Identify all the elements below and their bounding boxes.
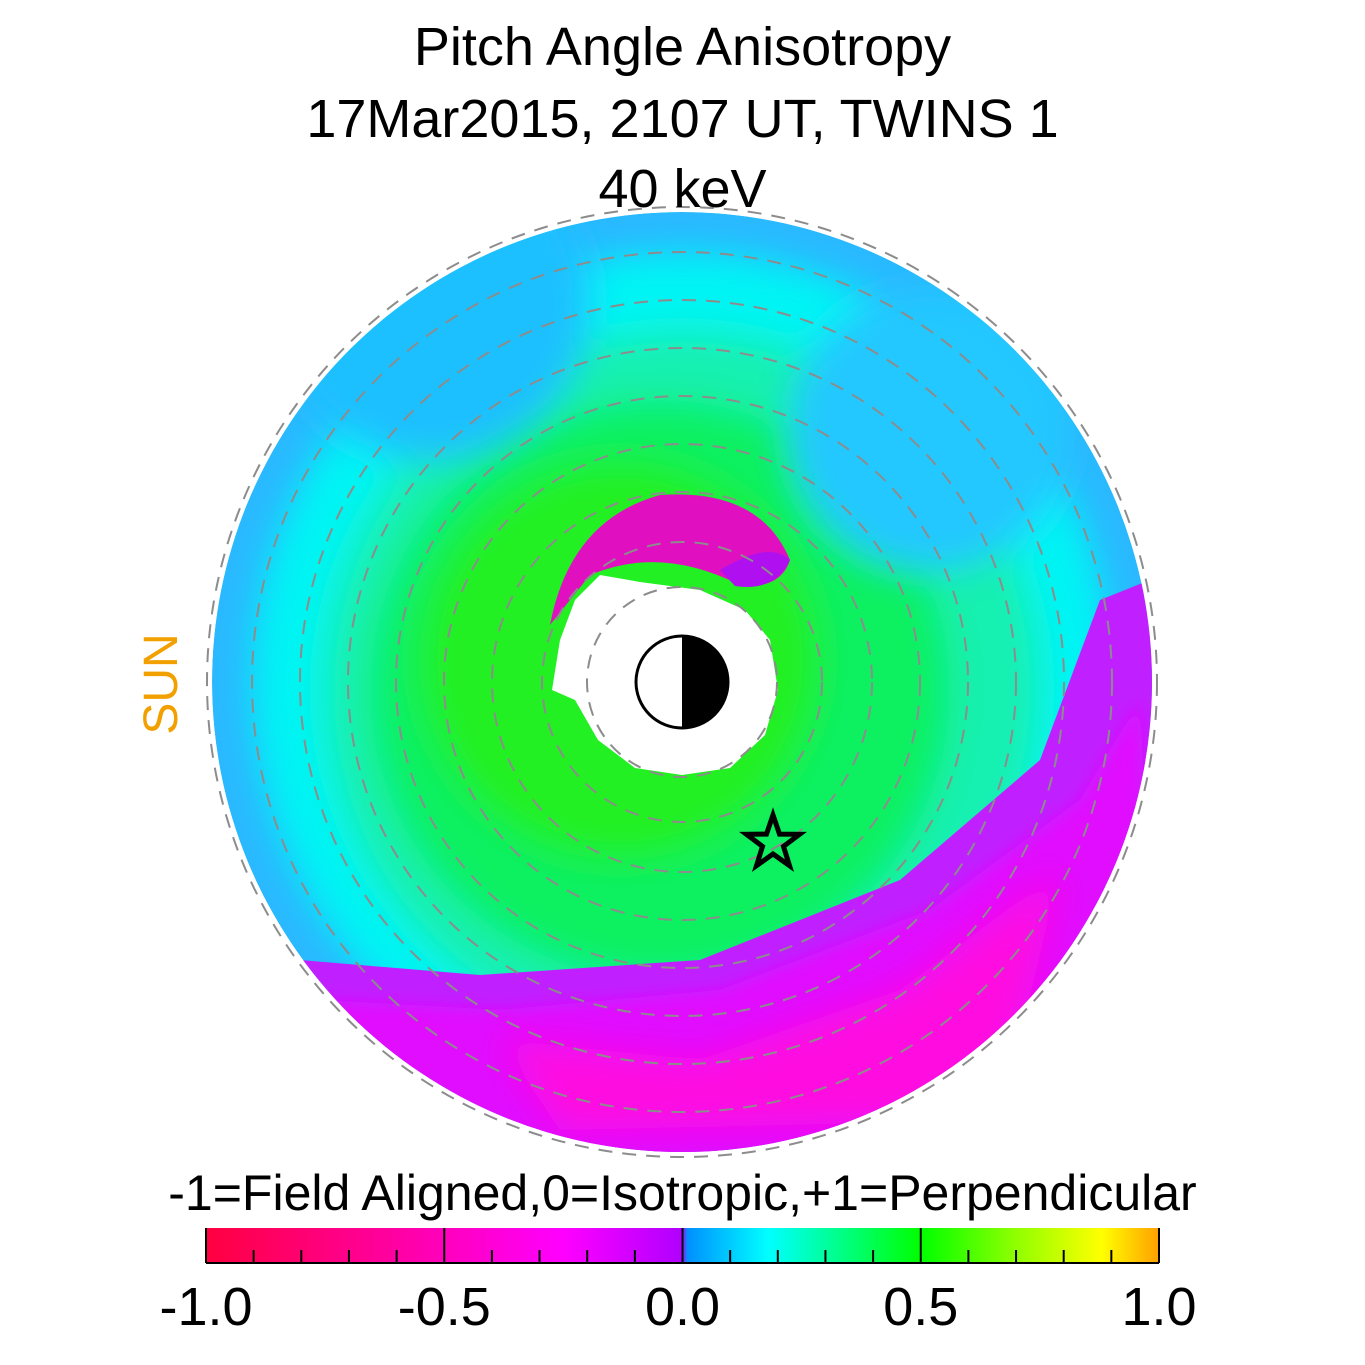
- energy-label: 40 keV: [598, 159, 767, 219]
- colorbar-tick-label: -0.5: [397, 1277, 491, 1337]
- grid-ring-8: [251, 251, 1113, 1113]
- earth-day-night-disk: [634, 634, 730, 730]
- inner-crescent: [550, 494, 790, 625]
- grid-ring-3: [491, 491, 873, 873]
- grid-rings: [206, 206, 1158, 1158]
- chart-subtitle: 17Mar2015, 2107 UT, TWINS 1: [306, 89, 1059, 149]
- colorbar-tick-label: -1.0: [159, 1277, 253, 1337]
- sun-direction-label: SUN: [135, 633, 188, 735]
- grid-ring-1: [586, 586, 778, 778]
- grid-ring-6: [347, 347, 1017, 1017]
- grid-ring-9: [206, 206, 1158, 1158]
- colorbar-ticks: [205, 1228, 1160, 1263]
- colorbar-title: -1=Field Aligned,0=Isotropic,+1=Perpendi…: [168, 1165, 1197, 1221]
- star-marker: [739, 807, 807, 873]
- grid-ring-2: [541, 541, 823, 823]
- colorbar-tick-label: 0.0: [644, 1277, 721, 1337]
- grid-ring-7: [299, 299, 1065, 1065]
- colorbar-tick-label: 0.5: [883, 1277, 959, 1337]
- grid-ring-4: [443, 443, 921, 921]
- grid-ring-5: [395, 395, 969, 969]
- colorbar-tick-label: 1.0: [1121, 1277, 1197, 1337]
- chart-title: Pitch Angle Anisotropy: [413, 17, 952, 77]
